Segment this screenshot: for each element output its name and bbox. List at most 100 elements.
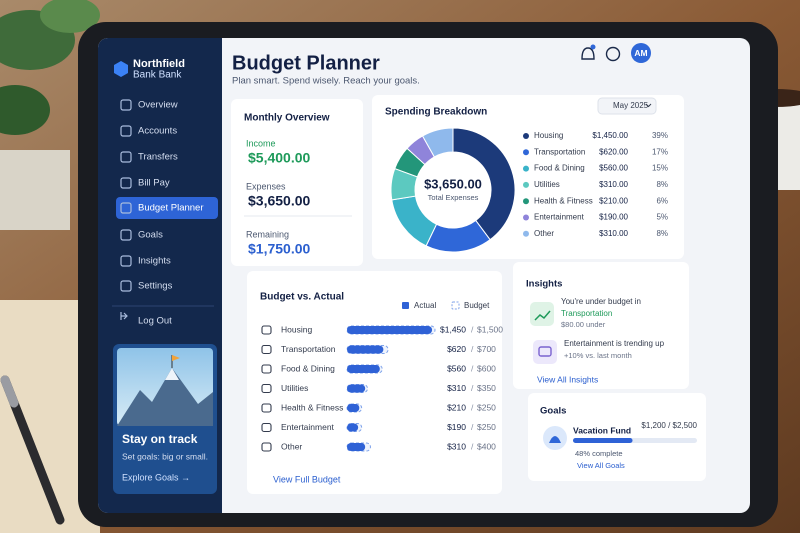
nav-icon [120,151,132,163]
legend-label: Budget [464,301,490,310]
budget-card [247,271,502,494]
legend-label: Actual [414,301,436,310]
card-title: Monthly Overview [244,113,330,124]
nav-item[interactable]: Transfers [138,152,178,163]
budget-label: $400 [477,441,496,451]
legend-amount: $190.00 [599,213,628,222]
insight-icon [530,302,554,326]
donut-total-label: Total Expenses [428,193,479,202]
promo-link[interactable]: Explore Goals → [122,472,190,482]
card-title: Insights [526,279,562,290]
actual-label: $1,450 [440,324,466,334]
insight-detail: $80.00 under [561,320,606,329]
category-icon [261,325,272,335]
legend-swatch [523,214,529,221]
nav-item[interactable]: Settings [138,281,173,292]
nav-item[interactable]: Budget Planner [138,203,204,214]
insight-detail: +10% vs. last month [564,351,632,360]
legend-percent: 6% [656,196,668,205]
overview-value: $3,650.00 [248,193,310,209]
screen [98,38,750,513]
budget-label: $350 [477,383,496,393]
card-link[interactable]: View All Insights [537,374,598,384]
legend-label: Entertainment [534,213,585,222]
card-title: Spending Breakdown [385,107,487,118]
promo-card [113,344,217,494]
category-icon [261,383,272,394]
legend-percent: 17% [652,147,668,156]
brand-name: Bank Bank [133,70,182,81]
card-title: Budget vs. Actual [260,292,344,303]
nav-item[interactable]: Overview [138,100,178,111]
legend-amount: $560.00 [599,164,628,173]
donut-slice [452,127,516,241]
nav-icon [120,280,132,292]
legend-swatch [523,230,529,237]
period-label[interactable]: May 2025 [613,101,649,110]
donut-slice [421,127,454,158]
nav-item[interactable]: Bill Pay [138,178,170,189]
label-separator: / [471,402,474,412]
brand-logo [114,61,128,77]
label-separator: / [471,422,474,432]
nav-item[interactable]: Accounts [138,126,177,137]
goal-amount: $1,200 / $2,500 [641,421,697,430]
actual-label: $310 [447,383,466,393]
card-link[interactable]: View All Goals [577,461,625,470]
promo-title: Stay on track [122,432,198,446]
legend-swatch [402,302,409,309]
nav-icon [120,255,132,267]
legend-percent: 5% [656,213,668,222]
category-label: Entertainment [281,422,335,432]
promo-text: Set goals: big or small. [122,451,208,461]
donut-total: $3,650.00 [424,176,482,191]
notebook [0,300,100,533]
notifications-button[interactable] [581,44,596,60]
nav-item[interactable]: Log Out [138,316,172,327]
legend-swatch [523,149,529,156]
actual-bar [347,404,360,412]
nav-item[interactable]: Goals [138,230,163,241]
page-title: Budget Planner [232,52,380,74]
goal-icon-glyph [549,436,561,443]
actual-bar [347,365,380,373]
overview-label: Remaining [246,229,289,239]
category-label: Other [281,441,302,451]
card-title: Goals [540,406,566,417]
period-select[interactable] [597,97,657,115]
goal-progress-label: 48% complete [575,449,623,458]
category-icon [261,403,272,413]
budget-label: $600 [477,363,496,373]
goal-progress-bar [573,438,633,443]
avatar[interactable] [631,43,651,63]
legend-label: Food & Dining [534,164,585,173]
insight-icon-glyph [534,310,551,321]
goals-card [528,393,706,481]
legend-label: Housing [534,131,563,140]
legend-swatch [451,301,460,310]
goal-name: Vacation Fund [573,425,631,435]
nav-item[interactable]: Insights [138,256,171,267]
actual-label: $190 [447,422,466,432]
category-icon [261,344,272,355]
actual-label: $560 [447,363,466,373]
legend-amount: $1,450.00 [592,131,628,140]
budget-label: $1,500 [477,324,503,334]
card-link[interactable]: View Full Budget [273,474,341,484]
actual-bar [347,384,366,393]
category-label: Housing [281,324,312,334]
legend-label: Utilities [534,180,560,189]
nav-icon [120,125,132,137]
insight-text: Entertainment is trending up [564,339,665,348]
help-button[interactable] [605,46,621,62]
overview-label: Expenses [246,181,286,191]
period-caret [645,103,652,108]
legend-percent: 39% [652,131,668,140]
legend-amount: $620.00 [599,147,628,156]
legend-label: Health & Fitness [534,196,593,205]
legend-percent: 8% [656,229,668,238]
legend-amount: $210.00 [599,196,628,205]
insight-icon-glyph [538,346,552,357]
overview-value: $1,750.00 [248,241,310,257]
category-label: Food & Dining [281,363,335,373]
